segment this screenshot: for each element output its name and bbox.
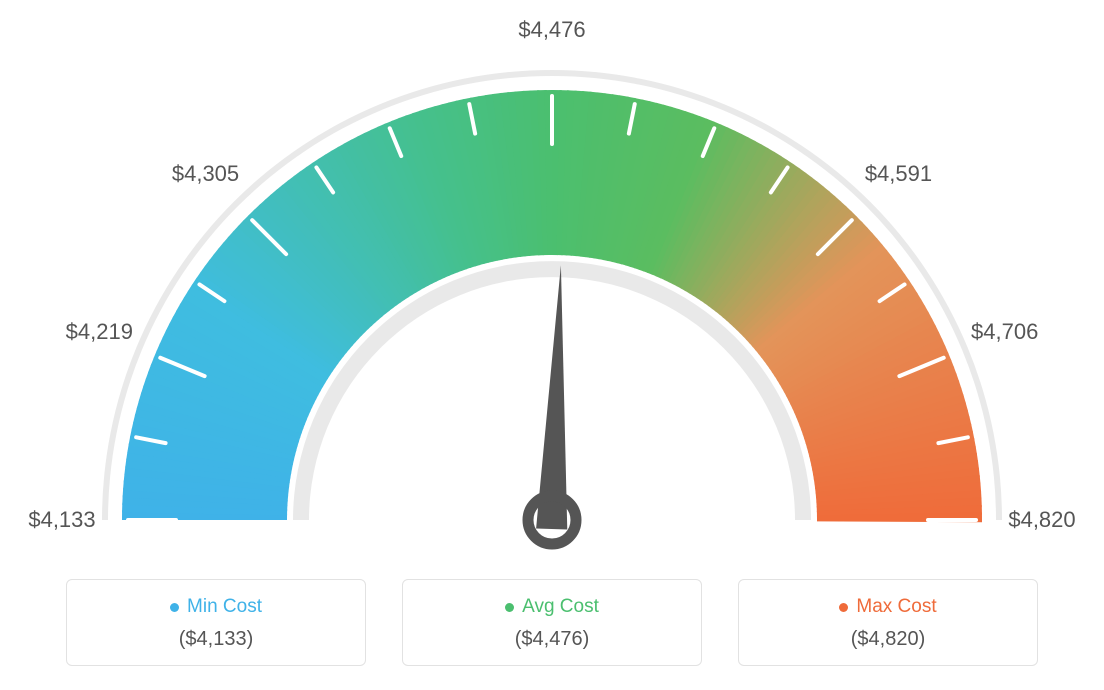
legend-title-text: Max Cost xyxy=(856,596,936,618)
legend-card-avg: Avg Cost ($4,476) xyxy=(402,579,702,666)
legend-value-max: ($4,820) xyxy=(739,628,1037,651)
gauge-tick-label: $4,305 xyxy=(172,161,239,187)
gauge-tick-label: $4,591 xyxy=(865,161,932,187)
dot-icon xyxy=(505,603,514,612)
legend-row: Min Cost ($4,133) Avg Cost ($4,476) Max … xyxy=(66,579,1038,666)
legend-card-max: Max Cost ($4,820) xyxy=(738,579,1038,666)
gauge-tick-label: $4,706 xyxy=(971,319,1038,345)
gauge-tick-label: $4,219 xyxy=(66,319,133,345)
legend-title-avg: Avg Cost xyxy=(505,596,599,618)
legend-card-min: Min Cost ($4,133) xyxy=(66,579,366,666)
legend-title-text: Min Cost xyxy=(187,596,262,618)
legend-title-text: Avg Cost xyxy=(522,596,599,618)
gauge-area: $4,133 $4,219 $4,305 $4,476 $4,591 $4,706 $4,8… xyxy=(0,0,1104,560)
legend-value-avg: ($4,476) xyxy=(403,628,701,651)
gauge-svg xyxy=(0,0,1104,560)
legend-title-min: Min Cost xyxy=(170,596,262,618)
legend-value-min: ($4,133) xyxy=(67,628,365,651)
dot-icon xyxy=(170,603,179,612)
legend-title-max: Max Cost xyxy=(839,596,936,618)
dot-icon xyxy=(839,603,848,612)
gauge-tick-label: $4,133 xyxy=(28,507,95,533)
gauge-tick-label: $4,476 xyxy=(518,17,585,43)
gauge-chart-container: $4,133 $4,219 $4,305 $4,476 $4,591 $4,706 $4,8… xyxy=(0,0,1104,690)
gauge-tick-label: $4,820 xyxy=(1008,507,1075,533)
